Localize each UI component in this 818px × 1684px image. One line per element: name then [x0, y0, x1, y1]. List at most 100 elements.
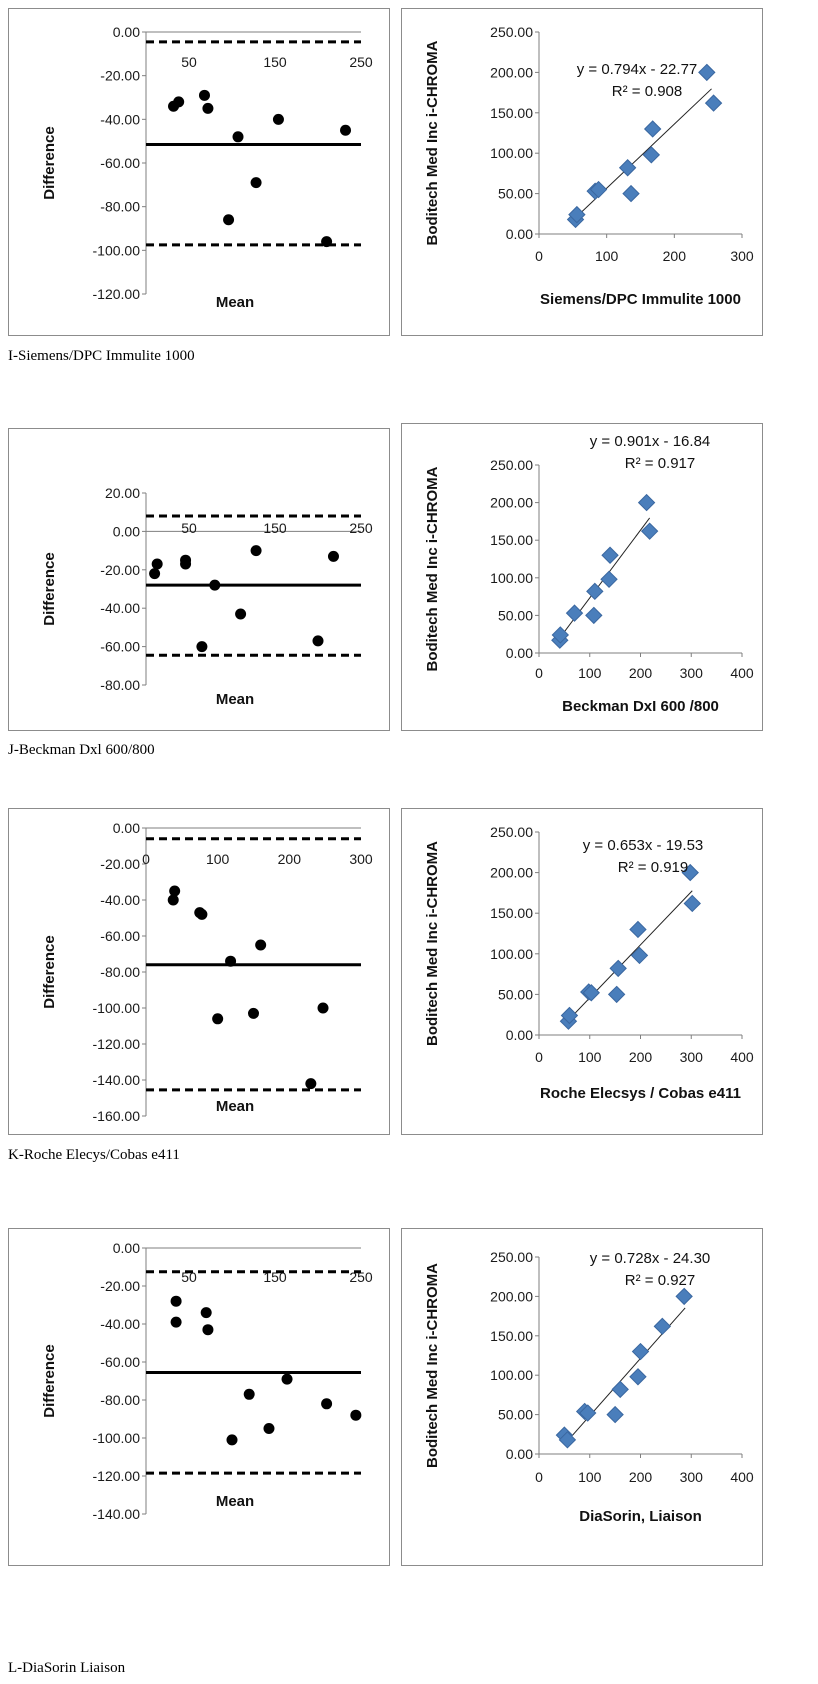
- y-tick-label: 0.00: [113, 24, 140, 40]
- data-point: [629, 920, 647, 939]
- data-point: [173, 96, 185, 108]
- data-point: [312, 635, 324, 647]
- y-tick-label: 250.00: [490, 824, 533, 840]
- data-point: [196, 641, 208, 653]
- y-tick-label: 0.00: [506, 1446, 533, 1462]
- data-point: [250, 545, 262, 557]
- x-tick-label: 300: [680, 665, 704, 681]
- x-tick-label: 400: [730, 1049, 754, 1065]
- x-tick-label: 0: [142, 851, 150, 867]
- y-tick-label: -100.00: [93, 1430, 141, 1446]
- x-tick-label: 300: [680, 1469, 704, 1485]
- y-tick-label: 100.00: [490, 570, 533, 586]
- bland-altman-chart-immulite: 0.00 -20.00 -40.00 -60.00 -80.00 -100.00 -120.…: [41, 24, 373, 311]
- data-point: [629, 1368, 647, 1386]
- data-point: [601, 546, 619, 564]
- y-tick-label: 150.00: [490, 1328, 533, 1344]
- data-point: [606, 1405, 624, 1424]
- x-tick-label: 250: [349, 1269, 373, 1285]
- data-point: [609, 959, 627, 978]
- x-tick-label: 200: [629, 1049, 653, 1065]
- data-point: [558, 1431, 577, 1449]
- data-point: [643, 120, 662, 138]
- bland-altman-chart-roche: 0.00 -20.00 -40.00 -60.00 -80.00 -100.00 -120.…: [41, 820, 373, 1124]
- x-tick-label: 200: [663, 248, 687, 264]
- y-tick-label: 250.00: [490, 1249, 533, 1265]
- y-tick-label: 50.00: [498, 986, 533, 1002]
- regression-panel-beckman: 0.00 50.00 100.00 150.00 200.00 250.00 0 100 200…: [401, 423, 763, 731]
- trend-line: [567, 890, 693, 1021]
- regression-panel-diasorin: 0.00 50.00 100.00 150.00 200.00 250.00 0 100 200…: [401, 1228, 763, 1566]
- data-point: [683, 894, 701, 913]
- y-tick-label: -120.00: [93, 1036, 141, 1052]
- x-axis-title: Mean: [216, 1493, 254, 1510]
- x-tick-label: 100: [595, 248, 619, 264]
- data-point: [681, 863, 699, 882]
- data-point: [180, 554, 192, 566]
- regression-equation: y = 0.728x - 24.30: [590, 1250, 711, 1267]
- regression-chart-diasorin: 0.00 50.00 100.00 150.00 200.00 250.00 0 100 200…: [424, 1249, 754, 1525]
- data-point: [202, 102, 214, 114]
- y-tick-label: 200.00: [490, 1288, 533, 1304]
- x-tick-label: 400: [730, 665, 754, 681]
- data-point: [226, 1434, 238, 1446]
- x-tick-label: 300: [349, 851, 373, 867]
- data-point: [585, 606, 603, 625]
- regression-equation: y = 0.794x - 22.77: [577, 61, 698, 78]
- data-point: [327, 550, 339, 562]
- data-point: [248, 1007, 259, 1019]
- data-point: [618, 159, 637, 177]
- x-tick-label: 250: [349, 54, 373, 70]
- data-point: [250, 177, 262, 189]
- data-point: [579, 1404, 597, 1422]
- data-point: [568, 205, 586, 224]
- y-tick-label: -80.00: [100, 964, 140, 980]
- bland-altman-panel-beckman: 20.00 0.00 -20.00 -40.00 -60.00 -80.00 50 150 25…: [8, 428, 390, 731]
- y-tick-label: 0.00: [113, 523, 140, 539]
- data-point: [225, 955, 237, 967]
- x-tick-label: 400: [730, 1469, 754, 1485]
- regression-chart-beckman: 0.00 50.00 100.00 150.00 200.00 250.00 0 100 200…: [424, 433, 754, 715]
- bland-altman-chart-beckman: 20.00 0.00 -20.00 -40.00 -60.00 -80.00 50 150 25…: [41, 485, 373, 708]
- y-tick-label: -120.00: [93, 286, 141, 302]
- data-point: [169, 885, 181, 897]
- y-tick-label: 200.00: [490, 64, 533, 80]
- data-point: [232, 131, 244, 143]
- y-tick-label: 0.00: [113, 820, 140, 836]
- y-tick-label: 200.00: [490, 495, 533, 511]
- caption-diasorin: L-DiaSorin Liaison: [8, 1660, 126, 1676]
- data-point: [551, 626, 570, 644]
- data-point: [704, 94, 723, 112]
- y-tick-label: 150.00: [490, 532, 533, 548]
- r-squared-label: R² = 0.908: [612, 83, 682, 100]
- x-axis-title: Beckman DxI 600 /800: [562, 698, 719, 715]
- y-tick-label: 0.00: [113, 1240, 140, 1256]
- x-tick-label: 150: [263, 54, 287, 70]
- data-point: [600, 570, 618, 589]
- y-tick-label: -100.00: [93, 1000, 141, 1016]
- x-tick-label: 0: [535, 665, 543, 681]
- data-point: [350, 1409, 362, 1421]
- r-squared-label: R² = 0.927: [625, 1272, 695, 1289]
- bland-altman-panel-diasorin: 0.00 -20.00 -40.00 -60.00 -80.00 -100.00 -120.…: [8, 1228, 390, 1566]
- y-axis-title: Boditech Med Inc i-CHROMA: [424, 841, 441, 1046]
- y-tick-label: -20.00: [100, 562, 140, 578]
- data-point: [223, 214, 235, 226]
- y-tick-label: -60.00: [100, 1354, 140, 1370]
- r-squared-label: R² = 0.917: [625, 455, 695, 472]
- data-point: [170, 1316, 182, 1328]
- data-point: [281, 1373, 293, 1385]
- y-tick-label: -40.00: [100, 600, 140, 616]
- y-tick-label: -140.00: [93, 1072, 141, 1088]
- data-point: [640, 522, 659, 540]
- x-tick-label: 300: [730, 248, 754, 264]
- data-point: [196, 908, 208, 920]
- y-tick-label: 250.00: [490, 457, 533, 473]
- data-point: [586, 582, 604, 601]
- y-tick-label: 0.00: [506, 1027, 533, 1043]
- y-tick-label: 100.00: [490, 946, 533, 962]
- x-tick-label: 50: [181, 54, 197, 70]
- regression-chart-roche: 0.00 50.00 100.00 150.00 200.00 250.00 0 100 200…: [424, 824, 754, 1102]
- y-tick-label: 100.00: [490, 1367, 533, 1383]
- data-point: [149, 568, 161, 580]
